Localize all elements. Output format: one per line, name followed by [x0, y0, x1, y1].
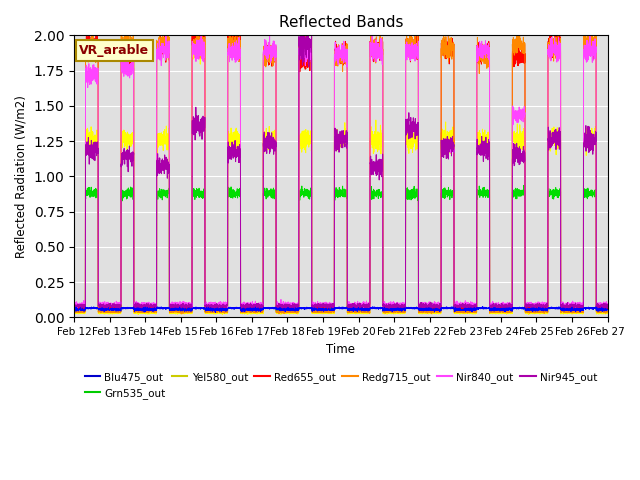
Line: Yel580_out: Yel580_out [74, 26, 607, 314]
Nir840_out [360, 306, 367, 312]
Redg715_out [177, 311, 185, 317]
Grn535_out [604, 305, 611, 311]
Yel580_out [134, 312, 142, 317]
Text: VR_arable: VR_arable [79, 44, 150, 57]
Red655_out [166, 306, 173, 312]
Red655_out [604, 306, 611, 312]
Nir945_out [491, 302, 499, 308]
Nir840_out [491, 301, 499, 307]
Yel580_out [321, 311, 329, 316]
Grn535_out [166, 305, 173, 311]
Nir840_out [604, 301, 611, 307]
Red655_out [604, 305, 611, 311]
Nir945_out [70, 303, 78, 309]
Yel580_out [604, 310, 611, 316]
Grn535_out [460, 305, 468, 311]
Red655_out [461, 305, 468, 311]
Blu475_out [166, 307, 173, 312]
Title: Reflected Bands: Reflected Bands [278, 15, 403, 30]
X-axis label: Time: Time [326, 343, 355, 356]
Blu475_out [460, 306, 468, 312]
Red655_out [273, 308, 280, 314]
Nir840_out [431, 303, 439, 309]
Blu475_out [604, 307, 611, 312]
Nir945_out [321, 301, 329, 307]
Nir945_out [166, 303, 173, 309]
Grn535_out [604, 306, 611, 312]
Redg715_out [461, 309, 468, 314]
Nir840_out [321, 301, 329, 307]
Blu475_out [479, 304, 486, 310]
Grn535_out [491, 305, 499, 311]
Grn535_out [520, 182, 528, 188]
Yel580_out [70, 310, 78, 316]
Red655_out [491, 304, 499, 310]
Nir840_out [70, 303, 78, 309]
Redg715_out [321, 310, 329, 316]
Blu475_out [431, 307, 438, 312]
Nir945_out [461, 301, 468, 307]
Line: Nir945_out: Nir945_out [74, 21, 607, 310]
Yel580_out [431, 311, 439, 316]
Yel580_out [461, 310, 468, 315]
Grn535_out [431, 307, 438, 312]
Red655_out [321, 306, 329, 312]
Blu475_out [212, 310, 220, 315]
Redg715_out [70, 309, 78, 314]
Grn535_out [503, 309, 511, 314]
Blu475_out [70, 307, 78, 313]
Nir840_out [166, 303, 174, 309]
Line: Redg715_out: Redg715_out [74, 29, 607, 314]
Nir945_out [210, 307, 218, 313]
Line: Blu475_out: Blu475_out [74, 307, 607, 312]
Red655_out [431, 305, 439, 311]
Legend: Blu475_out, Grn535_out, Yel580_out, Red655_out, Redg715_out, Nir840_out, Nir945_: Blu475_out, Grn535_out, Yel580_out, Red6… [81, 368, 602, 403]
Blu475_out [604, 307, 611, 312]
Nir945_out [604, 302, 611, 308]
Line: Red655_out: Red655_out [74, 18, 607, 311]
Yel580_out [491, 310, 499, 316]
Nir840_out [461, 302, 468, 308]
Nir840_out [162, 30, 170, 36]
Yel580_out [166, 310, 174, 316]
Blu475_out [491, 306, 499, 312]
Blu475_out [321, 307, 329, 313]
Y-axis label: Reflected Radiation (W/m2): Reflected Radiation (W/m2) [15, 95, 28, 258]
Redg715_out [491, 309, 499, 315]
Redg715_out [162, 26, 170, 32]
Nir945_out [431, 304, 439, 310]
Red655_out [70, 306, 78, 312]
Grn535_out [70, 307, 78, 312]
Nir945_out [300, 18, 308, 24]
Redg715_out [166, 309, 174, 315]
Nir945_out [604, 303, 611, 309]
Line: Nir840_out: Nir840_out [74, 33, 607, 309]
Redg715_out [431, 309, 439, 314]
Line: Grn535_out: Grn535_out [74, 185, 607, 312]
Redg715_out [604, 309, 611, 315]
Yel580_out [604, 310, 611, 315]
Redg715_out [604, 309, 611, 314]
Nir840_out [604, 301, 611, 307]
Red655_out [201, 15, 209, 21]
Grn535_out [321, 305, 328, 311]
Yel580_out [198, 23, 206, 29]
